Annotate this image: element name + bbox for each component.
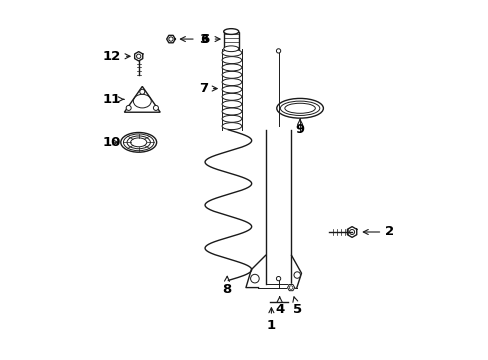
Ellipse shape [222, 101, 241, 108]
Ellipse shape [121, 132, 156, 152]
Circle shape [126, 105, 131, 111]
Circle shape [153, 105, 158, 111]
Polygon shape [287, 284, 294, 291]
Text: 6: 6 [200, 32, 220, 46]
Ellipse shape [223, 29, 238, 35]
Text: 9: 9 [295, 120, 304, 136]
Circle shape [140, 89, 144, 94]
Polygon shape [166, 35, 175, 43]
Ellipse shape [222, 108, 241, 115]
Bar [223, 32, 238, 49]
Text: 2: 2 [363, 225, 393, 238]
Ellipse shape [222, 57, 241, 64]
Ellipse shape [222, 93, 241, 100]
Polygon shape [124, 86, 160, 112]
Text: 8: 8 [222, 276, 231, 296]
Circle shape [276, 49, 280, 53]
Text: 3: 3 [180, 32, 207, 46]
Circle shape [250, 274, 259, 283]
Text: 12: 12 [102, 50, 130, 63]
Text: 1: 1 [266, 308, 275, 332]
Text: 11: 11 [102, 93, 123, 106]
Ellipse shape [222, 115, 241, 122]
Ellipse shape [222, 49, 241, 56]
Ellipse shape [222, 64, 241, 71]
Circle shape [293, 272, 300, 278]
Text: 7: 7 [198, 82, 217, 95]
Ellipse shape [276, 98, 323, 118]
Polygon shape [134, 51, 142, 61]
Text: 5: 5 [292, 297, 302, 316]
Text: 4: 4 [274, 297, 284, 316]
Polygon shape [346, 226, 356, 237]
Ellipse shape [222, 78, 241, 86]
Text: 10: 10 [102, 136, 121, 149]
Ellipse shape [223, 46, 238, 51]
Ellipse shape [222, 71, 241, 78]
Ellipse shape [222, 123, 241, 130]
Ellipse shape [222, 86, 241, 93]
Circle shape [276, 276, 280, 281]
